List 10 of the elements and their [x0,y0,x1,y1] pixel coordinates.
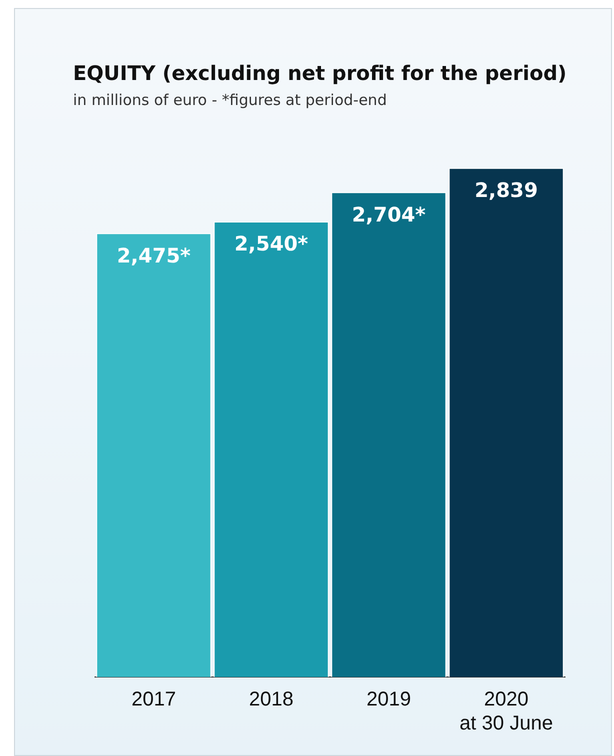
chart-title: EQUITY (excluding net profit for the period) [73,61,567,85]
x-tick-label: 2018 [249,688,294,711]
x-tick-label: 2019 [366,688,411,711]
data-label: 2,540* [234,232,309,256]
chart-subtitle: in millions of euro - *figures at period-end [73,91,387,109]
x-tick-label: 2020 at 30 June [460,688,553,735]
data-label: 2,839 [474,178,538,202]
data-label: 2,704* [352,202,426,226]
data-label: 2,475* [116,243,192,268]
x-tick-label: 2017 [132,688,176,711]
